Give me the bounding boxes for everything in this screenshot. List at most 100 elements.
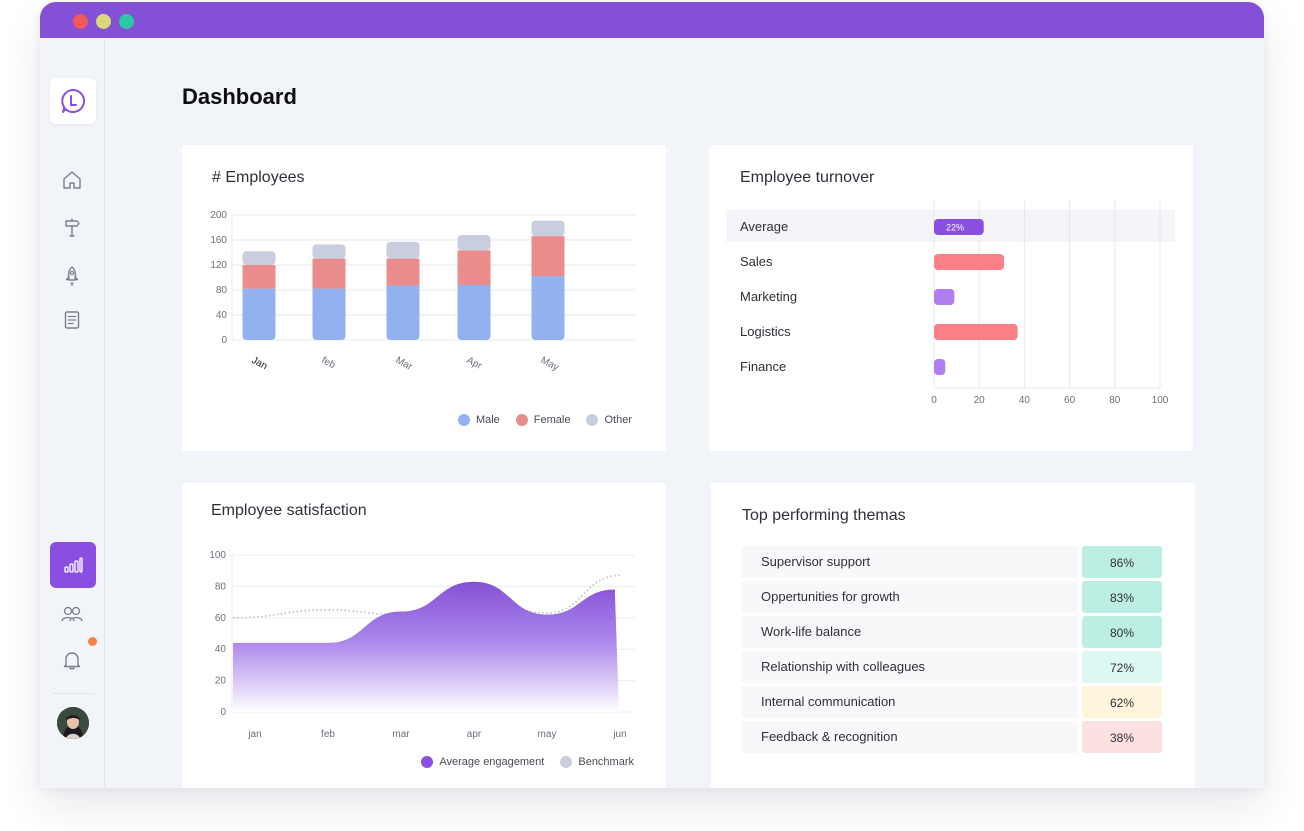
legend-label: Benchmark <box>578 756 634 768</box>
bar-segment-join <box>457 285 491 289</box>
nav-notifications[interactable] <box>60 648 84 672</box>
nav-home[interactable] <box>60 168 84 192</box>
turnover-card: Employee turnover 0 20 40 60 80 100 Average Sal… <box>709 145 1193 451</box>
nav-document[interactable] <box>60 308 84 332</box>
employees-card: # Employees 0 40 80 120 160 200 Jan feb Mar Apr Ma… <box>182 145 666 451</box>
card-title: Employee turnover <box>740 169 875 186</box>
user-photo-icon <box>57 707 89 739</box>
y-tick-label: 60 <box>215 613 227 624</box>
legend-label: Other <box>604 414 632 426</box>
turnover-category-label: Sales <box>740 254 773 269</box>
legend-swatch <box>421 756 434 768</box>
x-tick-label: jan <box>247 729 261 740</box>
theme-label: Work-life balance <box>741 616 1078 648</box>
turnover-category-label: Logistics <box>740 324 791 339</box>
legend-label: Average engagement <box>439 756 545 768</box>
x-tick-label: feb <box>321 729 335 740</box>
theme-row: Oppertunities for growth 83% <box>741 581 1162 613</box>
theme-row: Supervisor support 86% <box>741 546 1162 578</box>
card-title: Top performing themas <box>742 507 906 524</box>
theme-row: Feedback & recognition 38% <box>741 721 1162 753</box>
theme-score: 86% <box>1082 546 1162 578</box>
notification-badge <box>88 637 97 646</box>
bar-segment-join <box>531 276 565 281</box>
x-tick-label: jun <box>612 729 626 740</box>
nav-rocket[interactable] <box>60 264 84 288</box>
x-tick-label: apr <box>467 729 482 740</box>
close-window-button[interactable] <box>73 14 88 29</box>
turnover-bar <box>934 219 984 235</box>
app-window: Dashboard # Employees 0 40 80 120 160 200 Jan f… <box>40 2 1264 788</box>
turnover-category-label: Finance <box>740 359 786 374</box>
nav-analytics[interactable] <box>50 542 96 588</box>
bar-segment <box>242 265 276 289</box>
bar-segment <box>457 250 491 285</box>
turnover-category-label: Marketing <box>740 289 797 304</box>
bar-segment <box>457 285 491 340</box>
bar-segment <box>386 241 420 259</box>
bar-segment-join <box>312 288 346 293</box>
maximize-window-button[interactable] <box>119 14 134 29</box>
bar-segment <box>531 276 565 340</box>
bar-chart-icon <box>64 557 83 573</box>
legend-item-female[interactable]: Female <box>515 414 570 426</box>
bell-icon <box>63 652 81 670</box>
logo-icon <box>61 88 85 113</box>
turnover-bar <box>934 324 1018 340</box>
bar-segment <box>386 285 420 340</box>
users-icon <box>61 606 83 622</box>
theme-score: 62% <box>1082 686 1162 718</box>
minimize-window-button[interactable] <box>96 14 111 29</box>
satisfaction-card: Employee satisfaction 0 20 40 60 80 100 jan feb… <box>182 483 666 788</box>
y-tick-label: 120 <box>210 260 227 271</box>
y-tick-label: 80 <box>215 581 227 592</box>
nav-users[interactable] <box>60 602 84 626</box>
x-tick-label: mar <box>392 729 410 740</box>
legend-item-other[interactable]: Other <box>586 414 632 426</box>
y-tick-label: 100 <box>209 550 226 561</box>
theme-label: Oppertunities for growth <box>741 581 1078 613</box>
rocket-icon <box>65 266 79 286</box>
theme-label: Supervisor support <box>741 546 1078 578</box>
satisfaction-legend: Average engagement Benchmark <box>421 756 634 768</box>
turnover-bar <box>934 359 946 375</box>
theme-label: Relationship with colleagues <box>741 651 1078 683</box>
y-tick-label: 40 <box>216 310 228 321</box>
card-title: Employee satisfaction <box>211 502 367 519</box>
theme-row: Work-life balance 80% <box>741 616 1162 648</box>
theme-row: Internal communication 62% <box>741 686 1162 718</box>
theme-score: 80% <box>1082 616 1162 648</box>
bar-segment <box>312 244 346 259</box>
x-tick-label: feb <box>320 355 338 371</box>
home-icon <box>63 171 81 189</box>
y-tick-label: 200 <box>210 210 227 221</box>
x-tick-label: 60 <box>1064 395 1076 406</box>
bar-segment <box>312 258 346 289</box>
bar-segment <box>531 236 565 277</box>
theme-label: Internal communication <box>741 686 1078 718</box>
turnover-bar <box>934 289 955 305</box>
turnover-chart: 0 20 40 60 80 100 Average Sales Marketing Logisti… <box>740 200 1169 406</box>
legend-item-average-engagement[interactable]: Average engagement <box>421 756 544 768</box>
satisfaction-chart: 0 20 40 60 80 100 jan feb mar apr may jun <box>209 550 635 740</box>
bar-segment <box>312 288 346 340</box>
legend-swatch <box>457 414 470 426</box>
bar-segment-join <box>312 258 346 263</box>
legend-item-benchmark[interactable]: Benchmark <box>560 756 634 768</box>
y-tick-label: 20 <box>215 676 227 687</box>
avatar[interactable] <box>57 707 89 739</box>
nav-signpost[interactable] <box>60 216 84 240</box>
legend-item-male[interactable]: Male <box>457 414 500 426</box>
logo[interactable] <box>50 78 96 124</box>
theme-score: 72% <box>1082 651 1162 683</box>
y-tick-label: 160 <box>210 235 227 246</box>
bar-segment-join <box>242 288 276 293</box>
legend-swatch <box>515 414 528 426</box>
x-tick-label: 0 <box>931 395 937 406</box>
x-tick-label: may <box>538 729 557 740</box>
page-title: Dashboard <box>182 84 297 109</box>
bar-segment-join <box>386 285 420 290</box>
bar-segment-join <box>386 258 420 263</box>
document-icon <box>64 311 80 329</box>
signpost-icon <box>65 218 80 237</box>
